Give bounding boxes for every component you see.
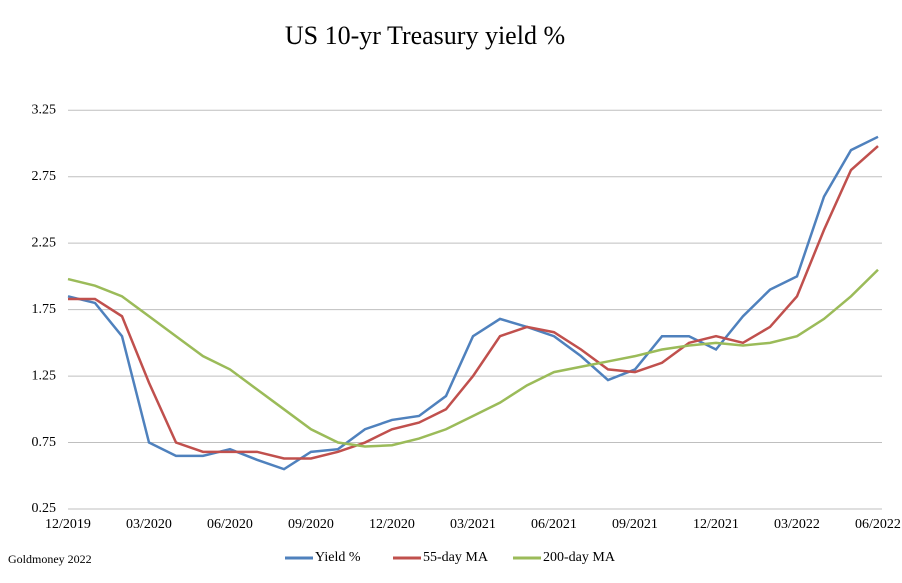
series-line — [68, 145, 879, 460]
y-tick-label: 3.25 — [32, 102, 57, 117]
y-tick-label: 2.75 — [32, 169, 57, 184]
y-tick-label: 2.25 — [32, 235, 57, 250]
x-tick-label: 12/2021 — [693, 517, 739, 532]
series-line — [67, 268, 879, 448]
x-tick-label: 03/2021 — [450, 517, 496, 532]
y-tick-label: 1.25 — [32, 368, 57, 383]
x-tick-label: 03/2022 — [774, 517, 820, 532]
x-tick-label: 09/2020 — [288, 517, 334, 532]
legend-label: 55-day MA — [423, 550, 489, 565]
x-tick-label: 06/2020 — [207, 517, 253, 532]
y-tick-label: 1.75 — [32, 302, 57, 317]
chart-title: US 10-yr Treasury yield % — [285, 21, 565, 50]
y-tick-label: 0.75 — [32, 435, 57, 450]
x-tick-label: 09/2021 — [612, 517, 658, 532]
series-line — [67, 135, 879, 471]
legend-label: Yield % — [315, 550, 361, 565]
y-tick-label: 0.25 — [32, 501, 57, 516]
x-tick-label: 06/2022 — [855, 517, 901, 532]
source-note: Goldmoney 2022 — [8, 552, 92, 566]
x-tick-label: 12/2020 — [369, 517, 415, 532]
x-tick-label: 06/2021 — [531, 517, 577, 532]
legend-label: 200-day MA — [543, 550, 616, 565]
x-tick-label: 03/2020 — [126, 517, 172, 532]
x-tick-label: 12/2019 — [45, 517, 91, 532]
